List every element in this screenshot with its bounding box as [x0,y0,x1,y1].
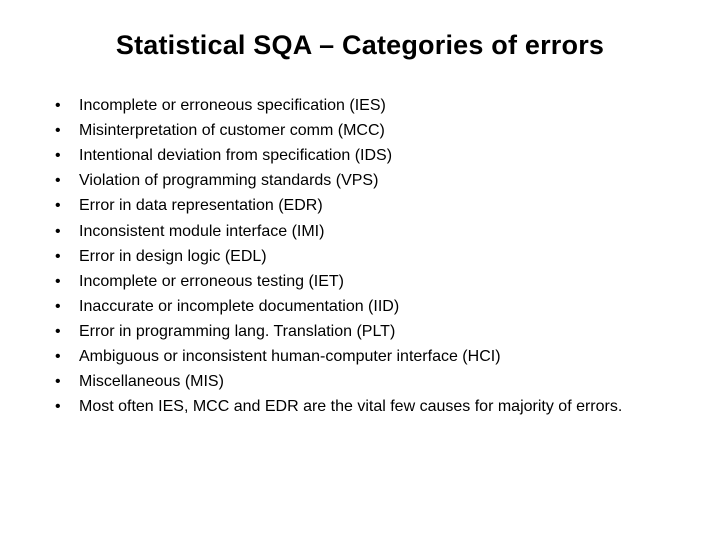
list-item-text: Misinterpretation of customer comm (MCC) [79,122,385,139]
list-item: • Violation of programming standards (VPS… [51,170,655,191]
list-item: • Error in design logic (EDL) [51,246,655,267]
list-item: • Miscellaneous (MIS) [51,371,655,392]
bullet-icon: • [55,321,61,342]
bullet-icon: • [55,396,61,417]
list-item: • Ambiguous or inconsistent human-compute… [51,346,655,367]
list-item: • Inconsistent module interface (IMI) [51,221,655,242]
list-item-text: Intentional deviation from specification… [79,147,392,164]
list-item-text: Error in data representation (EDR) [79,197,323,214]
bullet-icon: • [55,170,61,191]
list-item: • Most often IES, MCC and EDR are the vit… [51,396,655,417]
list-item-text: Most often IES, MCC and EDR are the vita… [79,398,622,415]
bullet-icon: • [55,246,61,267]
list-item: • Inaccurate or incomplete documentation … [51,296,655,317]
list-item: • Incomplete or erroneous specification (… [51,95,655,116]
list-item: • Misinterpretation of customer comm (MCC… [51,120,655,141]
list-item-text: Inconsistent module interface (IMI) [79,223,324,240]
list-item-text: Incomplete or erroneous testing (IET) [79,273,344,290]
bullet-icon: • [55,296,61,317]
bullet-icon: • [55,371,61,392]
list-item: • Incomplete or erroneous testing (IET) [51,271,655,292]
bullet-icon: • [55,120,61,141]
bullet-icon: • [55,145,61,166]
list-item-text: Violation of programming standards (VPS) [79,172,378,189]
list-item-text: Inaccurate or incomplete documentation (… [79,298,399,315]
bullet-icon: • [55,271,61,292]
bullet-list: • Incomplete or erroneous specification (… [45,95,675,417]
bullet-icon: • [55,95,61,116]
list-item: • Intentional deviation from specificatio… [51,145,655,166]
bullet-icon: • [55,221,61,242]
list-item-text: Error in design logic (EDL) [79,248,267,265]
list-item-text: Miscellaneous (MIS) [79,373,224,390]
list-item: • Error in programming lang. Translation … [51,321,655,342]
list-item-text: Incomplete or erroneous specification (I… [79,97,386,114]
list-item: • Error in data representation (EDR) [51,195,655,216]
slide: Statistical SQA – Categories of errors •… [0,0,720,540]
list-item-text: Error in programming lang. Translation (… [79,323,395,340]
slide-title: Statistical SQA – Categories of errors [45,30,675,61]
list-item-text: Ambiguous or inconsistent human-computer… [79,348,501,365]
bullet-icon: • [55,346,61,367]
bullet-icon: • [55,195,61,216]
